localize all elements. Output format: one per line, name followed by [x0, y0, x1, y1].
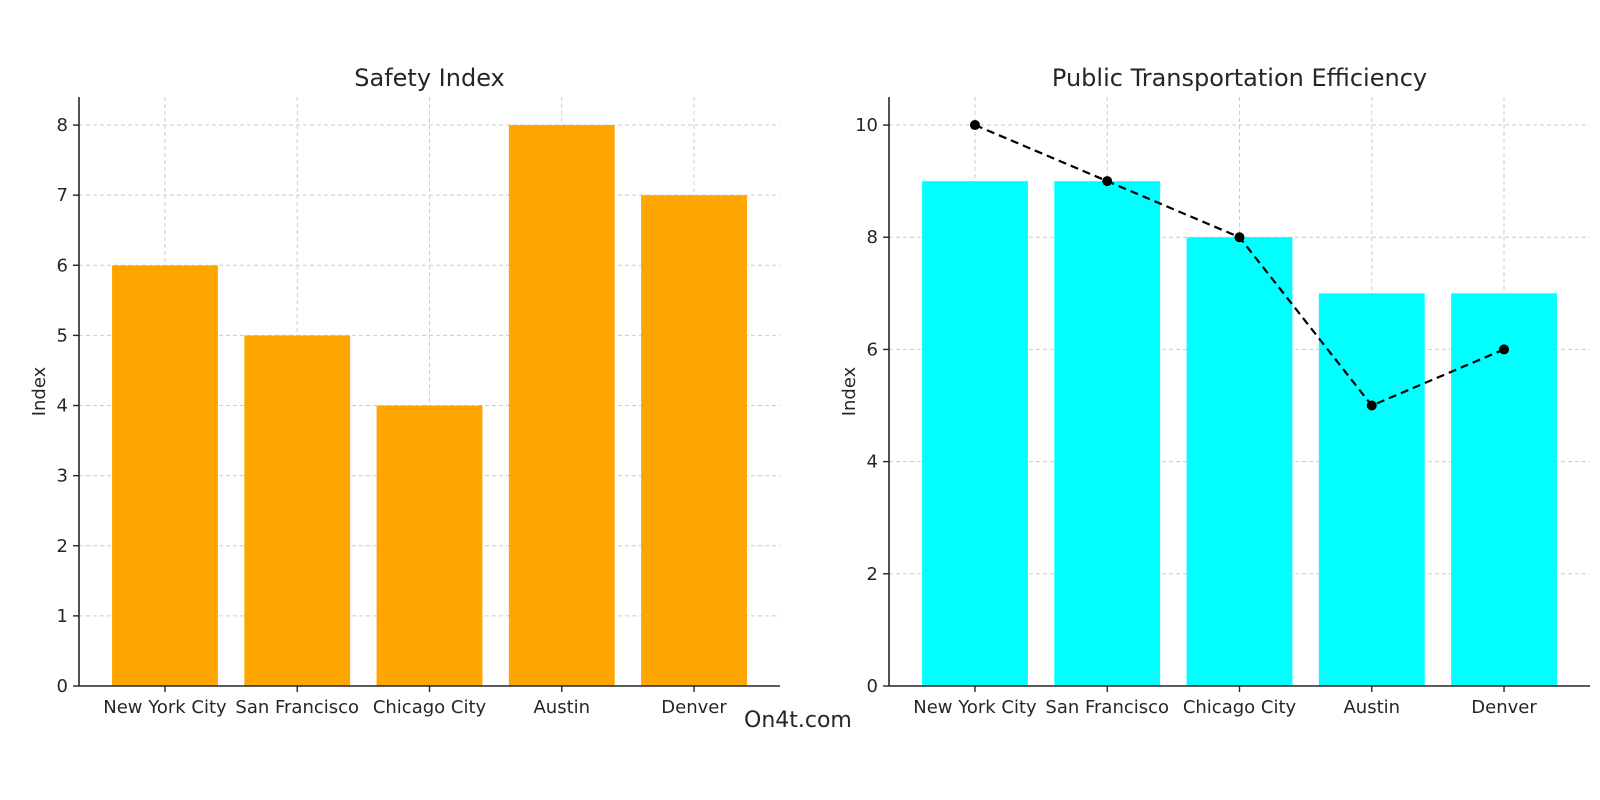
chart-1-x-tick-label: Chicago City — [373, 697, 487, 718]
chart-2-x-tick-label: Chicago City — [1183, 697, 1297, 718]
chart-1-y-tick-label: 8 — [57, 115, 68, 136]
chart-2-y-tick-label: 10 — [855, 115, 878, 136]
chart-2-y-tick-label: 0 — [867, 676, 878, 697]
chart-1-title: Safety Index — [354, 64, 504, 92]
chart-1-bar — [508, 125, 615, 687]
chart-2-line-point — [1234, 232, 1245, 243]
chart-1-bar — [112, 265, 218, 686]
chart-2-line-point — [1499, 344, 1510, 355]
chart-2-line-point — [969, 120, 980, 131]
chart-1-y-tick-label: 5 — [57, 325, 68, 346]
chart-2-y-tick-label: 4 — [867, 452, 878, 473]
chart-1-y-tick-label: 4 — [57, 396, 68, 417]
chart-2-y-tick-label: 2 — [867, 564, 878, 585]
chart-1-x-tick-label: San Francisco — [235, 697, 359, 718]
chart-2-y-tick-label: 6 — [867, 339, 878, 360]
chart-2-bar — [1318, 293, 1425, 686]
safety-index-chart: 0 1 2 3 4 5 6 7 8 New York City San Francisco Chica… — [29, 64, 780, 718]
chart-2-y-tick-label: 8 — [867, 227, 878, 248]
chart-2-title: Public Transportation Efficiency — [1052, 64, 1427, 92]
chart-1-bar — [376, 405, 483, 686]
chart-2-bar — [922, 181, 1028, 686]
chart-1-x-tick-label: New York City — [103, 697, 227, 718]
chart-2-bar — [1186, 237, 1293, 686]
chart-1-y-axis-label: Index — [29, 366, 50, 416]
chart-2-bar — [1451, 293, 1557, 686]
chart-2-line-point — [1102, 176, 1113, 187]
chart-2-line-point — [1366, 400, 1377, 411]
chart-1-bar — [244, 335, 351, 686]
public-transportation-efficiency-chart: 0 2 4 6 8 10 New York City San Francisco Chicago… — [839, 64, 1590, 718]
chart-1-y-tick-label: 3 — [57, 466, 68, 487]
chart-1-y-tick-label: 6 — [57, 255, 68, 276]
chart-1-x-tick-label: Denver — [661, 697, 727, 718]
chart-2-x-tick-label: New York City — [913, 697, 1037, 718]
chart-1-y-tick-label: 1 — [57, 606, 68, 627]
chart-1-y-tick-label: 7 — [57, 185, 68, 206]
chart-2-x-tick-label: Denver — [1471, 697, 1537, 718]
chart-1-bar — [641, 195, 747, 686]
watermark: On4t.com — [744, 708, 852, 733]
chart-2-x-tick-label: Austin — [1343, 697, 1400, 718]
chart-2-x-tick-label: San Francisco — [1045, 697, 1169, 718]
chart-2-y-axis-label: Index — [839, 366, 860, 416]
chart-1-y-tick-label: 2 — [57, 536, 68, 557]
chart-1-y-tick-label: 0 — [57, 676, 68, 697]
chart-2-bar — [1054, 181, 1161, 686]
chart-1-x-tick-label: Austin — [533, 697, 590, 718]
